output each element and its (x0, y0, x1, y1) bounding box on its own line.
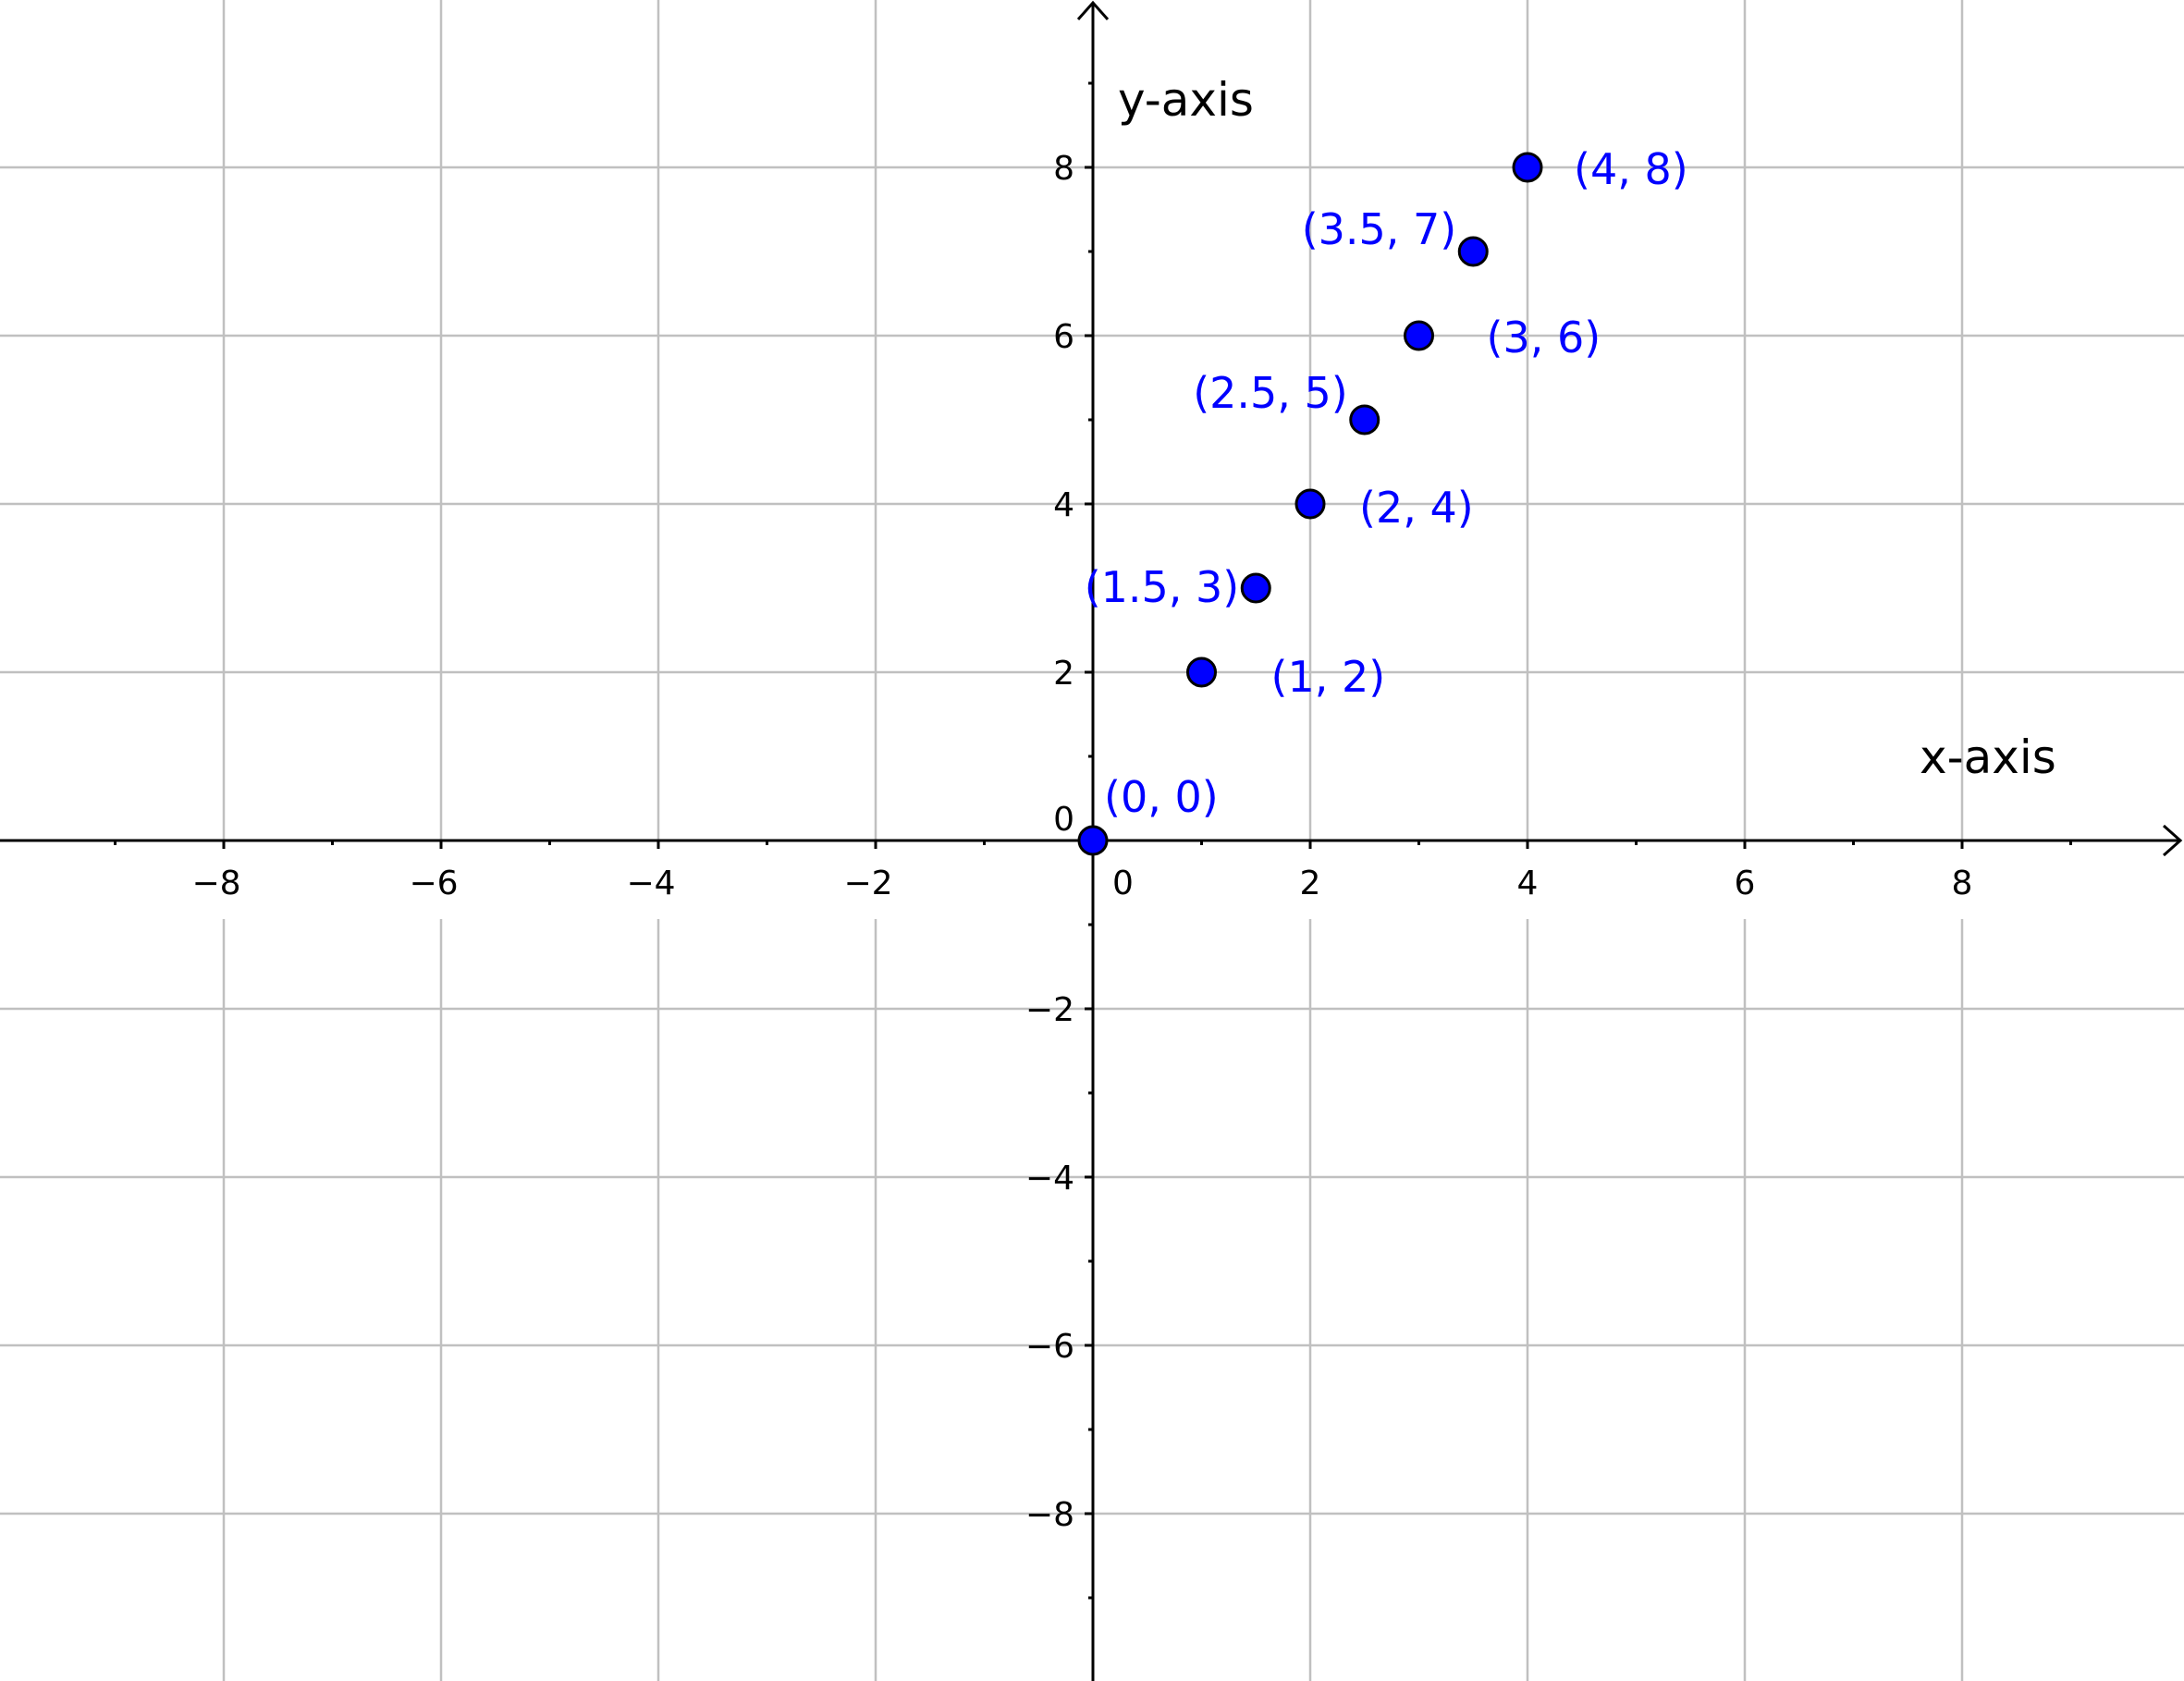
y-tick-label: −4 (1025, 1160, 1074, 1197)
y-tick-label: 0 (1053, 801, 1074, 839)
data-point (1294, 488, 1326, 520)
x-tick-label: 8 (1952, 865, 1973, 902)
x-tick-label: 2 (1300, 865, 1321, 902)
point-label: (0, 0) (1104, 772, 1219, 822)
point-label: (2.5, 5) (1193, 368, 1348, 418)
y-axis-arrow-icon (1076, 0, 1110, 20)
data-point (1077, 825, 1109, 856)
y-tick-label: 6 (1053, 318, 1074, 356)
x-tick-label: −2 (843, 865, 892, 902)
point-label: (1, 2) (1271, 652, 1386, 702)
x-tick-label: −4 (626, 865, 675, 902)
data-point (1186, 656, 1217, 688)
data-point (1457, 236, 1489, 267)
x-axis-label: x-axis (1920, 730, 2056, 784)
y-tick-label: −6 (1025, 1328, 1074, 1366)
data-point (1512, 152, 1543, 183)
point-label: (2, 4) (1359, 483, 1474, 533)
point-label: (3.5, 7) (1302, 204, 1457, 254)
x-tick-label: 4 (1517, 865, 1539, 902)
point-label: (3, 6) (1487, 313, 1601, 362)
point-label: (1.5, 3) (1085, 562, 1240, 612)
x-tick-label: 6 (1735, 865, 1756, 902)
y-axis-label: y-axis (1118, 73, 1254, 127)
x-tick-label: −6 (409, 865, 458, 902)
data-point (1240, 572, 1271, 604)
y-tick-label: −2 (1025, 991, 1074, 1029)
data-point (1349, 404, 1380, 436)
y-tick-label: −8 (1025, 1496, 1074, 1534)
point-label: (4, 8) (1574, 144, 1688, 194)
y-tick-label: 2 (1053, 655, 1074, 693)
x-tick-label: 0 (1112, 865, 1134, 902)
x-tick-label: −8 (191, 865, 240, 902)
y-tick-label: 8 (1053, 150, 1074, 188)
y-tick-label: 4 (1053, 486, 1074, 524)
x-axis-arrow-icon (2163, 824, 2183, 857)
data-point (1404, 320, 1434, 351)
